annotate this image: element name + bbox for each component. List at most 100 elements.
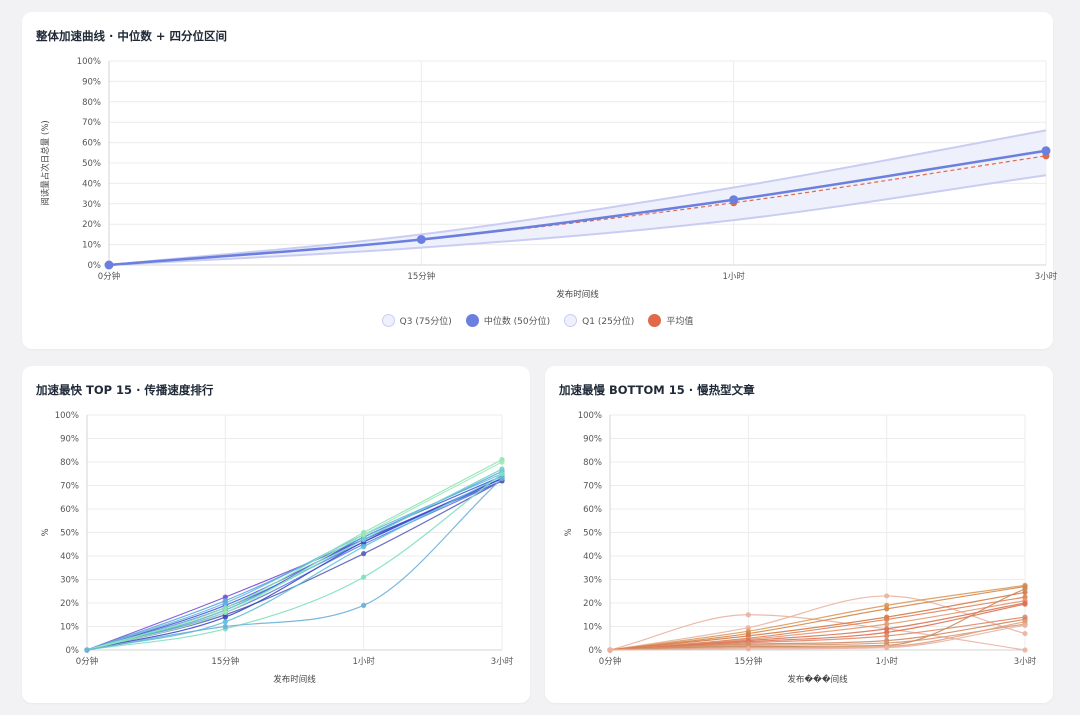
legend-item-q3[interactable]: Q3 (75分位) [381,314,452,327]
legend-label-q1: Q1 (25分位) [582,317,635,327]
y-tick-label: 100% [578,411,602,421]
x-tick-label: 3小时 [491,656,514,667]
top15-series-point[interactable] [222,609,228,615]
bottom15-series-line-2 [609,595,1026,651]
y-tick-label: 60% [60,505,79,515]
y-tick-label: 70% [82,118,101,128]
y-tick-label: 40% [583,552,602,562]
top15-series-line-7 [86,477,503,651]
x-tick-label: 1小时 [352,656,375,667]
y-tick-label: 100% [55,411,79,421]
median-point[interactable] [1041,146,1051,156]
x-tick-label: 1小时 [875,656,898,667]
median-point[interactable] [104,260,114,270]
x-tick-label: 15分钟 [211,656,239,667]
x-axis-title: 发布���间线 [787,674,848,685]
bottom15-series-line-14 [609,621,1026,651]
top15-chart: 0% 10% 20% 30% 40% 50% 60% 70% 80% 90% 100% 0分钟 15分钟… [41,411,514,685]
overall-chart: 0% 10% 20% 30% 40% 50% 60% 70% 80% 90% 100% 0分钟 15分钟… [40,57,1058,300]
legend-label-mean: 平均值 [666,317,694,327]
top15-series-line-3 [86,477,503,651]
grid-lines [609,414,1026,651]
x-tick-label: 0分钟 [599,656,621,667]
top15-series-line-12 [86,461,503,651]
x-tick-label: 0分钟 [98,271,120,282]
y-tick-label: 90% [583,435,602,445]
y-tick-label: 0% [88,261,102,271]
top15-series-point[interactable] [499,471,505,477]
series-line-q1 [108,174,1047,266]
legend-item-q1[interactable]: Q1 (25分位) [564,314,634,327]
top15-series-point[interactable] [361,532,367,538]
top15-series-line-10 [86,468,503,651]
bottom15-series-point[interactable] [1022,647,1028,653]
bottom15-series-point[interactable] [884,621,890,627]
bottom15-series-point[interactable] [1022,601,1028,607]
x-axis-title: 发布时间线 [273,674,316,685]
top15-series-point[interactable] [361,602,367,608]
y-tick-label: 0% [589,646,603,656]
legend-swatch-mean [648,314,662,327]
top15-series-point[interactable] [361,544,367,550]
bottom15-series-point[interactable] [884,616,890,623]
iqr-band [109,130,1046,265]
top15-series-point[interactable] [499,475,505,482]
y-tick-label: 80% [60,458,79,468]
median-point[interactable] [416,235,426,244]
bottom15-series-point[interactable] [1022,586,1028,592]
y-tick-label: 90% [82,77,101,87]
bottom15-series-point[interactable] [1022,630,1028,637]
legend-label-median: 中位数 (50分位) [483,317,551,327]
bottom15-series-point[interactable] [884,593,890,599]
y-tick-label: 10% [82,241,101,251]
y-tick-label: 50% [82,159,101,169]
y-tick-label: 10% [60,623,79,633]
y-tick-label: 60% [82,139,101,149]
top15-series-point[interactable] [222,614,228,620]
legend-item-median[interactable]: 中位数 (50分位) [465,314,551,327]
top15-series-point[interactable] [222,619,228,625]
top15-series-point[interactable] [222,598,228,604]
top15-series-line-15 [86,478,503,651]
y-tick-label: 20% [60,599,79,609]
top15-series-point[interactable] [222,605,228,611]
y-axis-title: 阅读量占次日总量 (%) [40,120,51,205]
top15-series-line-9 [86,470,503,651]
bottom15-series-point[interactable] [745,646,751,652]
top15-series-point[interactable] [361,574,367,580]
bottom15-series-point[interactable] [884,606,890,612]
bottom15-series-line-13 [609,588,1026,651]
y-tick-label: 80% [583,458,602,468]
top15-series-point[interactable] [499,459,505,465]
bottom15-series-point[interactable] [745,612,751,618]
bottom15-series-point[interactable] [884,633,890,639]
x-axis-title: 发布时间线 [556,289,599,300]
bottom15-chart-card: 加速最慢 BOTTOM 15 · 慢热型文章 0% 10% 20% 30% 40% 50%… [545,366,1053,703]
top15-series-line-13 [86,475,503,651]
top15-series-point[interactable] [499,466,505,472]
y-axis-title: % [564,528,574,536]
median-point[interactable] [729,195,739,205]
bottom15-chart: 0% 10% 20% 30% 40% 50% 60% 70% 80% 90% 100% 0分钟 15分钟… [564,411,1037,685]
legend-item-mean[interactable]: 平均值 [648,314,693,327]
bottom15-series-point[interactable] [1022,622,1028,628]
x-tick-label: 1小时 [722,271,745,282]
x-tick-label: 15分钟 [734,656,762,667]
y-tick-label: 100% [77,57,101,67]
top15-series-point[interactable] [361,551,367,557]
top15-chart-title: 加速最快 TOP 15 · 传播速度排行 [36,383,214,397]
y-tick-label: 40% [60,552,79,562]
y-tick-label: 0% [66,646,80,656]
y-tick-label: 30% [82,200,101,210]
bottom15-series-point[interactable] [607,647,613,653]
x-tick-label: 3小时 [1014,656,1037,667]
bottom15-series-point[interactable] [884,645,890,651]
top15-series-point[interactable] [84,647,90,653]
y-tick-label: 50% [583,529,602,539]
legend-swatch-q3 [381,314,395,327]
top15-series-point[interactable] [222,623,228,630]
top15-series-point[interactable] [361,536,367,543]
y-tick-label: 20% [583,599,602,609]
top15-chart-card: 加速最快 TOP 15 · 传播速度排行 0% 10% 20% 30% 40% 50% 60… [22,366,530,703]
legend-label-q3: Q3 (75分位) [399,317,452,327]
